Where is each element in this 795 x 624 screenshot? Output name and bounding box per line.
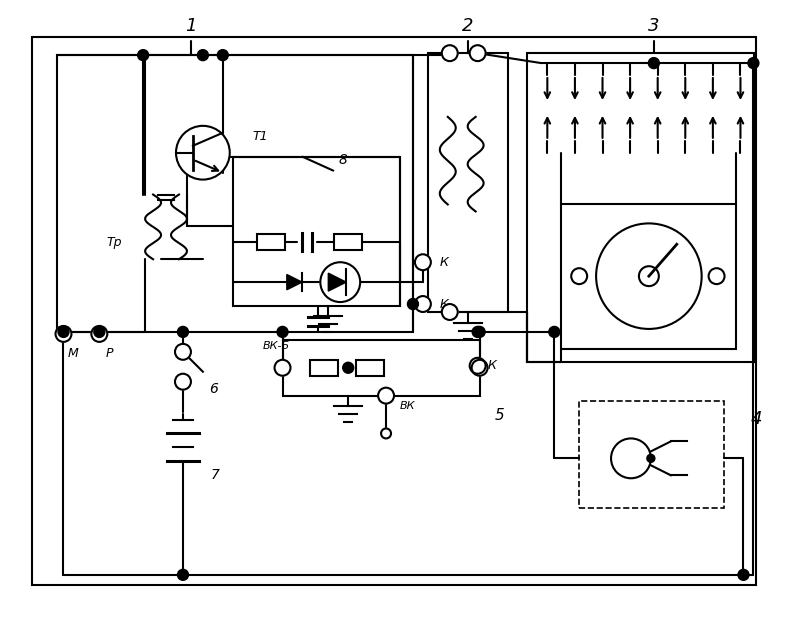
- Bar: [310, 360, 338, 376]
- Circle shape: [415, 254, 431, 270]
- Circle shape: [138, 50, 149, 61]
- Circle shape: [474, 326, 485, 338]
- Circle shape: [320, 262, 360, 302]
- Text: 2: 2: [462, 17, 474, 35]
- Text: Р: Р: [106, 348, 113, 360]
- Text: 1: 1: [185, 17, 196, 35]
- Bar: [527, 53, 754, 362]
- Circle shape: [471, 360, 487, 376]
- Text: 8: 8: [338, 153, 347, 167]
- Text: 4: 4: [750, 409, 762, 427]
- Text: Тр: Тр: [107, 236, 122, 249]
- Circle shape: [470, 45, 486, 61]
- Circle shape: [94, 326, 105, 338]
- Circle shape: [408, 298, 418, 310]
- Text: К: К: [440, 256, 448, 269]
- Bar: [580, 401, 723, 508]
- Text: К: К: [440, 298, 448, 311]
- Bar: [233, 157, 400, 306]
- Bar: [56, 55, 413, 332]
- Circle shape: [649, 57, 659, 69]
- Bar: [282, 340, 479, 396]
- Circle shape: [738, 569, 749, 580]
- Polygon shape: [328, 273, 347, 291]
- Circle shape: [177, 569, 188, 580]
- Circle shape: [748, 57, 759, 69]
- Circle shape: [277, 326, 288, 338]
- Text: 6: 6: [209, 382, 218, 396]
- Text: К: К: [487, 359, 496, 373]
- Bar: [32, 37, 756, 585]
- Text: М: М: [68, 348, 79, 360]
- Text: ВК-Б: ВК-Б: [262, 341, 289, 351]
- Circle shape: [343, 363, 354, 373]
- Circle shape: [378, 388, 394, 404]
- Circle shape: [91, 326, 107, 342]
- Bar: [257, 235, 285, 250]
- Bar: [356, 360, 384, 376]
- Circle shape: [572, 268, 588, 284]
- Circle shape: [176, 126, 230, 180]
- Circle shape: [415, 296, 431, 312]
- Circle shape: [56, 326, 72, 342]
- Circle shape: [549, 326, 560, 338]
- Text: ВК: ВК: [400, 401, 416, 411]
- Circle shape: [381, 429, 391, 439]
- Text: 7: 7: [211, 468, 219, 482]
- Circle shape: [472, 326, 483, 338]
- Circle shape: [177, 326, 188, 338]
- Circle shape: [217, 50, 228, 61]
- Text: 3: 3: [648, 17, 660, 35]
- Circle shape: [274, 360, 290, 376]
- Circle shape: [647, 454, 655, 462]
- Circle shape: [442, 45, 458, 61]
- Circle shape: [708, 268, 724, 284]
- Circle shape: [470, 358, 486, 374]
- Bar: [334, 235, 363, 250]
- Text: T1: T1: [253, 130, 268, 144]
- Polygon shape: [287, 275, 302, 290]
- Circle shape: [639, 266, 659, 286]
- Circle shape: [175, 374, 191, 389]
- Circle shape: [58, 326, 69, 338]
- Circle shape: [442, 304, 458, 320]
- Circle shape: [175, 344, 191, 360]
- Bar: [561, 205, 736, 349]
- Text: 5: 5: [494, 408, 504, 423]
- Bar: [428, 53, 507, 312]
- Circle shape: [197, 50, 208, 61]
